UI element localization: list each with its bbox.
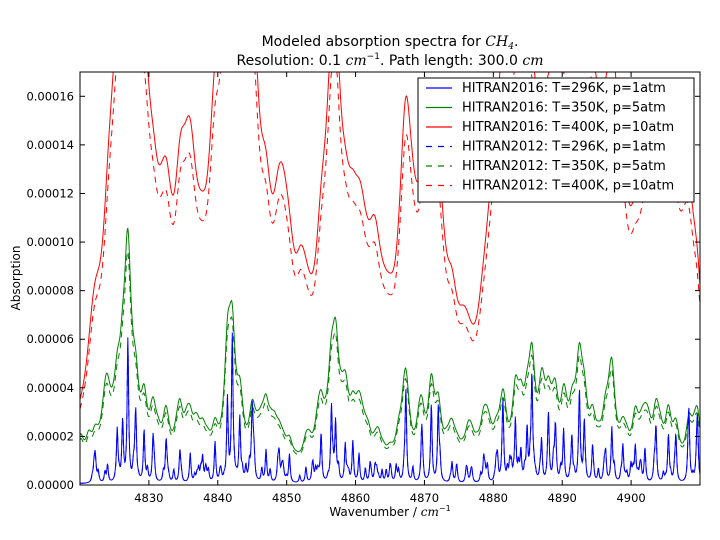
legend-label: HITRAN2016: T=400K, p=10atm (462, 120, 674, 135)
legend-label: HITRAN2016: T=350K, p=5atm (462, 101, 666, 116)
legend-label: HITRAN2012: T=350K, p=5atm (462, 159, 666, 174)
y-tick-label: 0.00004 (26, 381, 74, 395)
legend-box (417, 77, 695, 203)
series-line (79, 332, 701, 484)
series-line (79, 227, 701, 453)
y-tick-label: 0.00012 (26, 186, 74, 200)
y-tick-label: 0.00002 (26, 429, 74, 443)
y-axis-label: Absorption (9, 246, 23, 311)
x-tick-label: 4890 (548, 491, 577, 505)
x-axis-ticks: 4830 4840 4850 4860 4870 4880 4890 4900 (134, 72, 646, 505)
chart-title-line-1: Modeled absorption spectra for CH4. (262, 34, 519, 52)
y-tick-label: 0.00000 (26, 478, 74, 492)
series-line (79, 250, 701, 456)
y-tick-label: 0.00010 (26, 235, 74, 249)
x-tick-label: 4900 (616, 491, 645, 505)
legend-label: HITRAN2012: T=296K, p=1atm (462, 140, 666, 155)
x-axis-label: Wavenumber / cm−1 (329, 504, 450, 519)
chart-title-line-2: Resolution: 0.1 cm−1. Path length: 300.0… (236, 52, 543, 69)
y-tick-label: 0.00014 (26, 138, 74, 152)
legend-label: HITRAN2012: T=400K, p=10atm (462, 179, 674, 194)
y-tick-label: 0.00016 (26, 89, 74, 103)
y-axis-ticks: 0.00000 0.00002 0.00004 0.00006 0.00008 0.000… (26, 89, 700, 492)
plot-frame (79, 71, 701, 486)
x-tick-label: 4850 (272, 491, 301, 505)
x-tick-label: 4870 (410, 491, 439, 505)
series-line (79, 338, 701, 484)
x-tick-label: 4860 (341, 491, 370, 505)
y-tick-label: 0.00006 (26, 332, 74, 346)
y-tick-label: 0.00008 (26, 284, 74, 298)
x-tick-label: 4840 (203, 491, 232, 505)
legend-label: HITRAN2016: T=296K, p=1atm (462, 81, 666, 96)
x-tick-label: 4830 (134, 491, 163, 505)
x-tick-label: 4880 (479, 491, 508, 505)
legend: HITRAN2016: T=296K, p=1atm HITRAN2016: T=… (417, 77, 695, 203)
